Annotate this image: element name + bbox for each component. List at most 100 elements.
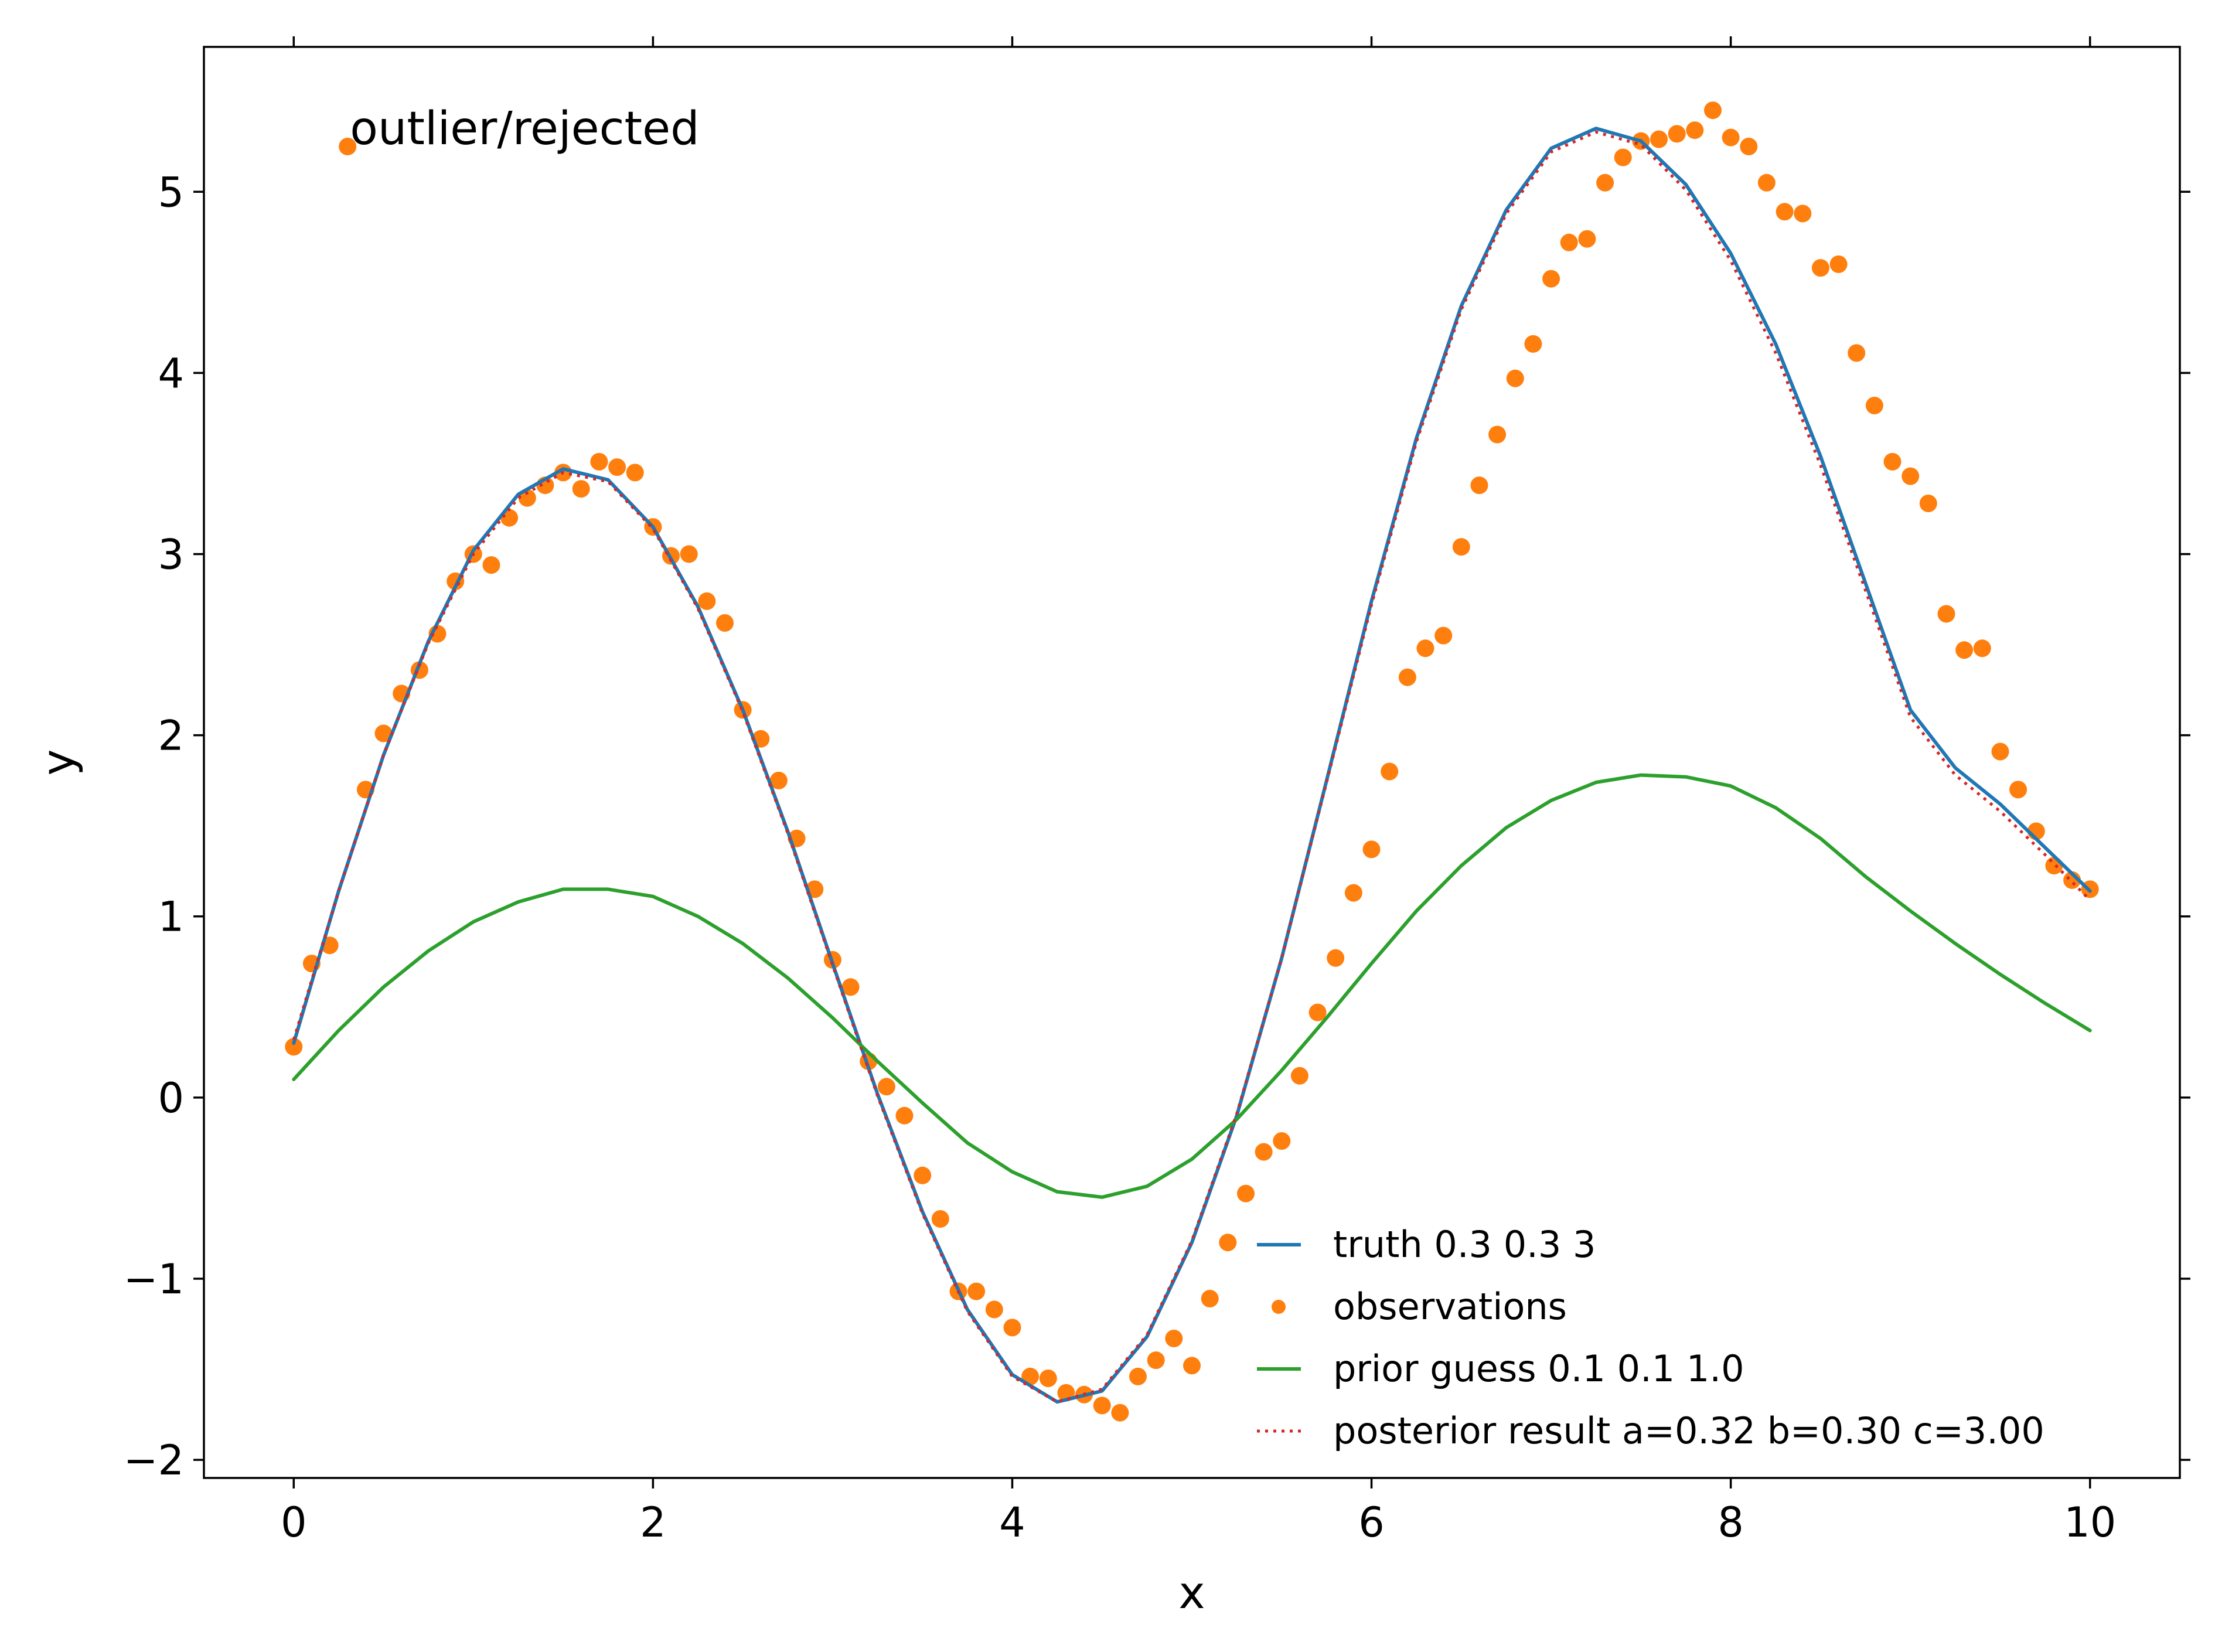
observation-point — [877, 1078, 895, 1096]
observation-point — [1919, 495, 1937, 512]
observation-point — [1506, 369, 1524, 387]
observation-point — [1865, 397, 1883, 414]
observation-point — [1381, 762, 1399, 781]
x-axis-label: x — [1179, 1566, 1205, 1619]
observation-point — [2045, 857, 2063, 875]
observation-point — [1129, 1367, 1147, 1385]
y-tick-label: 2 — [158, 712, 184, 760]
observation-point — [1973, 639, 1991, 658]
observation-point — [914, 1166, 932, 1184]
observation-point — [1237, 1184, 1255, 1203]
y-tick-label: 1 — [158, 893, 184, 941]
observation-point — [1883, 452, 1902, 471]
observation-point — [698, 592, 716, 610]
observation-point — [1542, 270, 1560, 288]
observation-point — [1524, 335, 1542, 353]
observation-point — [1488, 425, 1507, 444]
observation-point — [895, 1106, 914, 1125]
observation-point — [716, 614, 734, 632]
observation-point — [1273, 1132, 1291, 1150]
y-tick-label: 4 — [158, 349, 184, 397]
x-tick-label: 0 — [281, 1498, 307, 1547]
observation-point — [1147, 1351, 1165, 1370]
y-tick-label: 5 — [158, 168, 184, 216]
observation-point — [1686, 121, 1704, 139]
legend-label-posterior-result-a-0-32-b-0-30-c-3-00: posterior result a=0.32 b=0.30 c=3.00 — [1333, 1409, 2044, 1452]
x-tick-label: 2 — [640, 1498, 666, 1547]
observation-point — [769, 771, 788, 789]
annotation-group: outlier/rejected — [339, 103, 700, 155]
legend-label-observations: observations — [1333, 1285, 1567, 1328]
x-axis-ticks: 0 2 4 6 8 10 — [281, 36, 2116, 1547]
observation-point — [1829, 255, 1848, 273]
x-tick-label: 8 — [1718, 1498, 1744, 1547]
observation-point — [1344, 884, 1362, 902]
y-axis-ticks: −2 −1 0 1 2 3 4 5 — [124, 168, 2190, 1484]
observation-point — [1201, 1290, 1219, 1307]
observation-point — [1452, 538, 1470, 556]
observation-point — [1362, 840, 1381, 859]
observation-point — [1416, 639, 1434, 658]
plot-frame — [203, 46, 2181, 1479]
outlier-annotation-text: outlier/rejected — [350, 103, 699, 155]
observation-point — [1434, 626, 1453, 645]
observation-point — [1722, 128, 1740, 147]
observation-point — [1560, 233, 1578, 251]
observation-point — [1937, 605, 1955, 623]
observation-point — [2009, 781, 2027, 799]
x-tick-label: 4 — [999, 1498, 1025, 1547]
observation-point — [841, 978, 860, 996]
y-tick-label: −1 — [124, 1255, 184, 1303]
observation-point — [1955, 641, 1974, 659]
observation-point — [680, 545, 698, 563]
observation-point — [1578, 230, 1596, 248]
observation-point — [1596, 173, 1614, 192]
legend-swatch-observations — [1272, 1300, 1286, 1314]
observation-point — [1183, 1357, 1201, 1375]
observation-point — [1093, 1396, 1111, 1415]
legend-label-truth-0-3-0-3-3: truth 0.3 0.3 3 — [1333, 1223, 1596, 1266]
observation-point — [572, 480, 590, 498]
observation-point — [1740, 138, 1758, 155]
y-tick-label: 0 — [158, 1074, 184, 1122]
observation-point — [1165, 1330, 1183, 1347]
y-tick-label: −2 — [124, 1436, 184, 1484]
observation-point — [285, 1038, 303, 1056]
observation-point — [1757, 173, 1776, 192]
observation-point — [1327, 949, 1345, 967]
outlier-marker — [339, 138, 357, 155]
observation-point — [1290, 1067, 1308, 1085]
observation-point — [608, 458, 626, 476]
observation-point — [1776, 203, 1794, 221]
series-line-posterior-result-a-0-32-b-0-30-c-3-00 — [292, 130, 2091, 1404]
observation-point — [1308, 1003, 1327, 1021]
y-axis-label: y — [32, 750, 84, 776]
observation-point — [1039, 1370, 1057, 1387]
observation-point — [1704, 101, 1722, 120]
observation-point — [1650, 130, 1668, 148]
observation-point — [1398, 668, 1416, 686]
observation-point — [1794, 205, 1812, 223]
observation-point — [626, 464, 644, 482]
observation-point — [1848, 344, 1866, 362]
observation-point — [1902, 467, 1920, 485]
observation-point — [482, 556, 500, 574]
observation-point — [967, 1282, 986, 1300]
plot-lines — [292, 127, 2092, 1404]
observation-point — [985, 1300, 1003, 1319]
legend-label-prior-guess-0-1-0-1-1-0: prior guess 0.1 0.1 1.0 — [1333, 1347, 1744, 1390]
observation-point — [1614, 148, 1632, 166]
observation-point — [1811, 259, 1829, 277]
series-line-prior-guess-0-1-0-1-1-0 — [292, 773, 2092, 1199]
observation-point — [1003, 1319, 1021, 1337]
observation-point — [1470, 476, 1488, 495]
observation-point — [1991, 742, 2009, 761]
observation-point — [1255, 1143, 1273, 1161]
x-tick-label: 10 — [2064, 1498, 2116, 1547]
observation-point — [590, 452, 608, 471]
series-line-truth-0-3-0-3-3 — [292, 127, 2092, 1404]
observation-point — [1111, 1404, 1129, 1422]
y-tick-label: 3 — [158, 531, 184, 579]
